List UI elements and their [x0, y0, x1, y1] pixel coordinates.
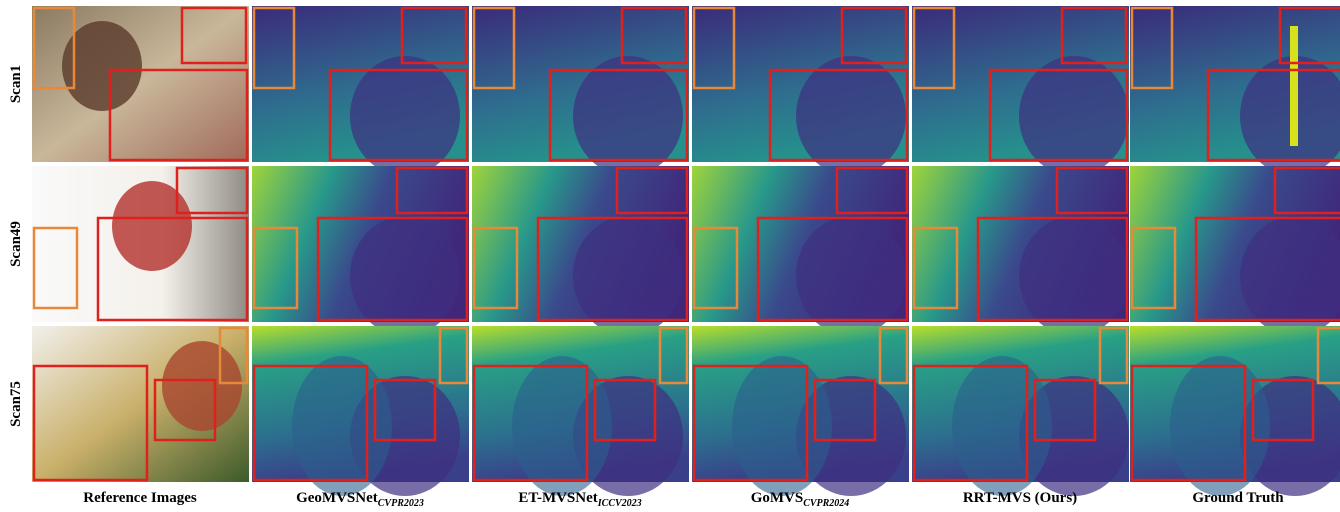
image-grid: [32, 6, 1340, 496]
figure: Scan1 Scan49 Scan75 Reference Images Geo…: [0, 0, 1340, 512]
depth-region: [732, 356, 832, 496]
depth-region: [1019, 56, 1129, 176]
row-label: Scan49: [8, 221, 24, 267]
depth-region: [796, 216, 906, 336]
depth-region: [512, 356, 612, 496]
row-label: Scan75: [8, 381, 24, 427]
depth-region: [1290, 26, 1298, 146]
depth-region: [350, 56, 460, 176]
column-label: Reference Images: [83, 490, 197, 506]
column-label: RRT-MVS (Ours): [963, 490, 1077, 506]
depth-region: [292, 356, 392, 496]
reference-image: [32, 6, 249, 162]
depth-region: [350, 216, 460, 336]
depth-region: [1019, 216, 1129, 336]
depth-region: [952, 356, 1052, 496]
object: [112, 181, 192, 271]
depth-region: [796, 56, 906, 176]
column-label: Ground Truth: [1192, 490, 1284, 506]
depth-region: [573, 56, 683, 176]
depth-region: [573, 216, 683, 336]
depth-region: [1170, 356, 1270, 496]
row-label: Scan1: [8, 65, 24, 103]
object: [162, 341, 242, 431]
